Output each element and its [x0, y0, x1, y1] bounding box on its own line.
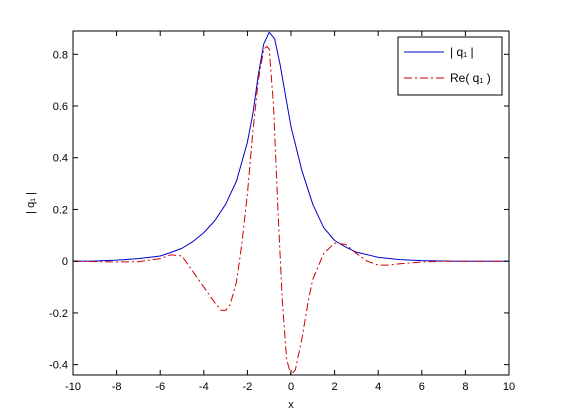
x-axis-label: x	[288, 399, 294, 411]
x-tick-label: 4	[375, 381, 381, 393]
y-tick-label: 0.6	[53, 101, 68, 113]
x-axis: -10 -8 -6 -4 -2 0 2 4 6 8 10	[65, 31, 515, 393]
x-tick-label: -4	[199, 381, 209, 393]
legend-label-re-q1: Re( q₁ )	[450, 71, 491, 85]
x-tick-label: 2	[332, 381, 338, 393]
y-tick-label: -0.2	[49, 308, 68, 320]
x-tick-label: 10	[503, 381, 515, 393]
series-layer	[72, 31, 509, 376]
x-tick-label: 0	[288, 381, 294, 393]
series-line-abs-q1	[72, 31, 509, 262]
x-tick-label: -2	[243, 381, 253, 393]
series-line-re-q1	[72, 46, 509, 376]
x-tick-label: 6	[419, 381, 425, 393]
y-axis: -0.4 -0.2 0 0.2 0.4 0.6 0.8	[49, 49, 509, 372]
x-tick-label: -6	[155, 381, 165, 393]
y-tick-label: 0	[62, 256, 68, 268]
y-tick-label: -0.4	[49, 360, 68, 372]
y-tick-label: 0.8	[53, 49, 68, 61]
y-axis-label: | q₁ |	[25, 192, 37, 214]
y-tick-label: 0.2	[53, 204, 68, 216]
legend: | q₁ | Re( q₁ )	[397, 36, 503, 96]
x-tick-label: 8	[462, 381, 468, 393]
legend-box	[397, 36, 503, 96]
legend-label-abs-q1: | q₁ |	[450, 45, 474, 59]
x-tick-label: -10	[65, 381, 81, 393]
y-tick-label: 0.4	[53, 153, 68, 165]
x-tick-label: -8	[112, 381, 122, 393]
